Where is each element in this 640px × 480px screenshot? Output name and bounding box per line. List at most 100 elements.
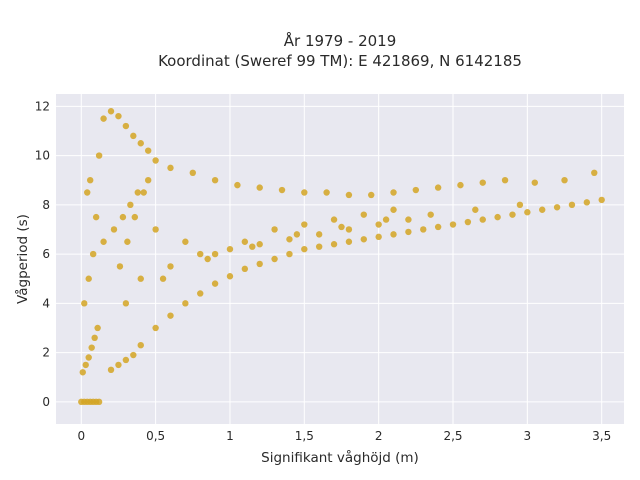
data-point	[122, 356, 130, 364]
data-point	[553, 204, 561, 211]
data-point	[84, 189, 91, 196]
scatter-points	[78, 108, 605, 406]
data-point	[94, 324, 101, 332]
y-tick-label: 10	[35, 149, 50, 163]
data-point	[182, 300, 189, 307]
data-point	[539, 206, 546, 213]
data-point	[130, 351, 137, 359]
data-point	[95, 398, 103, 406]
data-point	[86, 176, 94, 184]
data-point	[368, 191, 375, 199]
y-tick-labels: 0 2 4 6 8 10 12	[35, 99, 50, 409]
data-point	[92, 213, 100, 221]
data-point	[167, 164, 174, 172]
y-tick-label: 4	[42, 296, 50, 310]
x-tick-label: 2,5	[443, 429, 462, 443]
data-point	[226, 273, 234, 280]
data-point	[82, 361, 89, 369]
data-point	[144, 147, 152, 154]
data-point	[427, 211, 434, 218]
data-point	[152, 324, 159, 332]
data-point	[278, 186, 286, 194]
data-point	[583, 199, 591, 206]
data-point	[95, 152, 103, 159]
data-point	[449, 221, 457, 228]
data-point	[338, 223, 345, 231]
y-tick-label: 12	[35, 99, 50, 113]
data-point	[464, 218, 472, 226]
data-point	[159, 275, 167, 282]
data-point	[345, 226, 353, 233]
data-point	[249, 243, 256, 250]
data-point	[182, 238, 189, 245]
data-point	[211, 280, 219, 287]
data-point	[115, 361, 122, 369]
data-point	[115, 112, 122, 120]
data-point	[144, 176, 152, 184]
data-point	[116, 263, 124, 270]
grid-lines	[56, 94, 624, 424]
data-point	[405, 216, 412, 223]
data-point	[405, 228, 412, 236]
data-point	[271, 226, 278, 233]
data-point	[110, 226, 118, 233]
data-point	[524, 209, 531, 216]
data-point	[271, 255, 278, 263]
y-tick-label: 6	[42, 247, 50, 261]
data-point	[301, 189, 308, 196]
data-point	[360, 211, 367, 218]
data-point	[197, 250, 204, 258]
x-tick-label: 0	[77, 429, 85, 443]
data-point	[107, 366, 115, 374]
data-point	[390, 231, 397, 238]
data-point	[330, 241, 338, 248]
data-point	[516, 201, 524, 209]
chart-subtitle: Koordinat (Sweref 99 TM): E 421869, N 61…	[158, 52, 522, 70]
y-tick-label: 2	[42, 346, 50, 360]
data-point	[568, 201, 576, 209]
data-point	[134, 189, 141, 196]
data-point	[345, 191, 353, 199]
data-point	[88, 344, 95, 351]
data-point	[89, 250, 97, 258]
x-tick-label: 3	[524, 429, 532, 443]
data-point	[390, 189, 397, 196]
data-point	[375, 233, 382, 241]
data-point	[390, 206, 397, 213]
data-point	[434, 184, 442, 191]
data-point	[375, 221, 382, 228]
data-point	[241, 265, 249, 273]
data-point	[256, 241, 263, 248]
data-point	[561, 176, 568, 184]
data-point	[119, 213, 127, 221]
data-point	[591, 169, 598, 177]
x-tick-label: 0,5	[146, 429, 165, 443]
data-point	[330, 216, 338, 223]
data-point	[127, 201, 134, 209]
data-point	[85, 275, 92, 282]
data-point	[256, 184, 263, 191]
data-point	[100, 115, 107, 122]
data-point	[204, 255, 211, 263]
data-point	[137, 275, 144, 282]
data-point	[479, 216, 486, 223]
data-point	[197, 290, 204, 297]
data-point	[479, 179, 486, 186]
x-tick-labels: 0 0,5 1 1,5 2 2,5 3 3,5	[77, 429, 611, 443]
data-point	[360, 236, 367, 243]
data-point	[293, 231, 301, 238]
data-point	[152, 157, 159, 164]
data-point	[234, 181, 241, 189]
data-point	[315, 231, 323, 238]
x-tick-label: 1	[226, 429, 234, 443]
y-tick-label: 8	[42, 198, 50, 212]
data-point	[241, 238, 249, 245]
data-point	[91, 334, 98, 342]
chart-title: År 1979 - 2019	[284, 31, 397, 50]
data-point	[124, 238, 131, 245]
data-point	[301, 221, 308, 228]
data-point	[140, 189, 147, 196]
data-point	[315, 243, 323, 250]
data-point	[501, 176, 509, 184]
